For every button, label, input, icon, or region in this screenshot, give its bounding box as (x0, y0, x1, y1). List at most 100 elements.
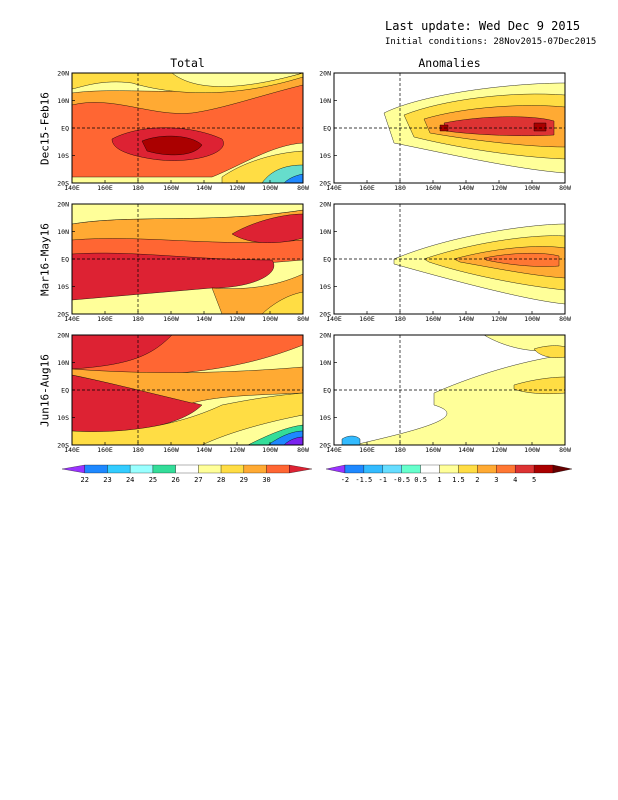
colorbar-label: 23 (103, 476, 111, 484)
colorbar-swatch (420, 464, 440, 474)
y-tick-label: 10S (319, 283, 331, 291)
contour-region (141, 135, 203, 156)
colorbar-label: 5 (532, 476, 536, 484)
colorbar-label: 3 (494, 476, 498, 484)
x-tick-label: 80W (297, 315, 309, 323)
y-tick-label: 10N (57, 359, 69, 367)
contour-region (71, 72, 304, 114)
y-tick-label: 10N (319, 228, 331, 236)
x-tick-label: 120W (229, 184, 245, 192)
x-tick-label: 140W (458, 184, 474, 192)
x-tick-label: 160W (163, 446, 179, 454)
colorbar-swatch (439, 464, 459, 474)
y-tick-label: 20S (319, 442, 331, 450)
contour-region (71, 252, 275, 301)
colorbar-swatch (515, 464, 535, 474)
y-tick-label: 20S (57, 180, 69, 188)
contour-region (341, 435, 361, 446)
colorbar-label: 27 (194, 476, 202, 484)
x-tick-label: 160W (163, 315, 179, 323)
x-tick-label: 180 (394, 315, 406, 323)
colorbar-label: -0.5 (393, 476, 410, 484)
colorbar-swatch (266, 464, 290, 474)
colorbar-swatch (198, 464, 222, 474)
x-tick-label: 80W (559, 315, 571, 323)
colorbar-swatch (84, 464, 108, 474)
contour-region (443, 116, 555, 136)
column-title-anomalies: Anomalies (418, 56, 481, 70)
y-tick-label: 10N (319, 97, 331, 105)
y-tick-label: 20N (57, 332, 69, 340)
total-panel-2: 140E 160E 180 160W 140W 120W 100W 80W 20N 10N EQ 10… (57, 332, 309, 455)
colorbar-label: 0.5 (414, 476, 427, 484)
x-tick-label: 120W (491, 315, 507, 323)
colorbar-label: 2 (475, 476, 479, 484)
x-tick-label: 180 (394, 184, 406, 192)
anomaly-panel-0: 140E 160E 180 160W 140W 120W 100W 80W 20N 10N EQ 10… (319, 70, 571, 193)
colorbar-swatch (401, 464, 421, 474)
x-tick-label: 140W (196, 446, 212, 454)
colorbar-label: 24 (126, 476, 134, 484)
column-title-total: Total (170, 56, 205, 70)
x-tick-label: 160W (425, 315, 441, 323)
colorbar-swatch (477, 464, 497, 474)
total-colorbar: 22 23 24 25 26 27 28 29 30 (61, 464, 313, 484)
colorbar-label: 25 (149, 476, 157, 484)
colorbar-label: 4 (513, 476, 517, 484)
y-tick-label: 20S (319, 311, 331, 319)
y-tick-label: 20S (57, 311, 69, 319)
x-tick-label: 140W (458, 446, 474, 454)
contour-region (71, 334, 173, 370)
anomaly-colorbar: -2 -1.5 -1 -0.5 0.5 1 1.5 2 3 4 5 (325, 464, 573, 484)
y-tick-label: EQ (323, 256, 331, 264)
y-tick-label: 10S (57, 414, 69, 422)
colorbar-swatch (61, 464, 85, 474)
y-tick-label: 10N (57, 97, 69, 105)
x-tick-label: 80W (559, 184, 571, 192)
colorbar-label: -1 (379, 476, 387, 484)
colorbar-label: 29 (240, 476, 248, 484)
x-tick-label: 100W (524, 446, 540, 454)
colorbar-label: -1.5 (355, 476, 372, 484)
contour-region (71, 366, 304, 404)
y-tick-label: 10S (319, 414, 331, 422)
x-tick-label: 180 (132, 446, 144, 454)
x-tick-label: 100W (524, 315, 540, 323)
total-panel-0: 140E 160E 180 160W 140W 120W 100W 80W 20N 10N EQ 10… (57, 70, 309, 193)
colorbar-swatch (534, 464, 554, 474)
contour-region (71, 72, 304, 93)
x-tick-label: 160W (163, 184, 179, 192)
colorbar-swatch (243, 464, 267, 474)
y-tick-label: EQ (61, 125, 69, 133)
y-tick-label: 20N (319, 201, 331, 209)
colorbar-swatch (152, 464, 176, 474)
x-tick-label: 100W (262, 446, 278, 454)
contour-region (71, 203, 304, 225)
colorbar-label: 26 (171, 476, 179, 484)
colorbar-swatch (382, 464, 402, 474)
y-tick-label: 10S (57, 152, 69, 160)
x-tick-label: 160E (97, 184, 113, 192)
x-tick-label: 160E (359, 315, 375, 323)
y-tick-label: 20N (319, 332, 331, 340)
x-tick-label: 140W (196, 184, 212, 192)
colorbar-swatch (344, 464, 364, 474)
x-tick-label: 140E (64, 446, 80, 454)
colorbar-swatch (552, 464, 573, 474)
x-tick-label: 140E (64, 315, 80, 323)
x-tick-label: 140E (326, 446, 342, 454)
colorbar-swatch (325, 464, 346, 474)
y-tick-label: EQ (61, 387, 69, 395)
colorbar-swatch (107, 464, 131, 474)
colorbar-label: 1 (437, 476, 441, 484)
x-tick-label: 160W (425, 184, 441, 192)
x-tick-label: 80W (297, 446, 309, 454)
colorbar-swatch (220, 464, 244, 474)
y-tick-label: 10N (319, 359, 331, 367)
x-tick-label: 100W (262, 315, 278, 323)
x-tick-label: 180 (394, 446, 406, 454)
x-tick-label: 160W (425, 446, 441, 454)
y-tick-label: EQ (323, 387, 331, 395)
x-tick-label: 140W (458, 315, 474, 323)
